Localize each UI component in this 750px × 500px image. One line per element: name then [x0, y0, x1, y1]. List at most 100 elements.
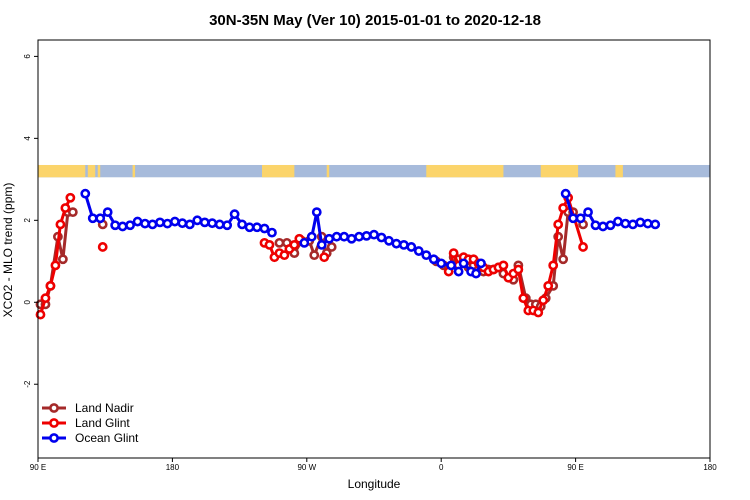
land-ocean-band	[38, 164, 710, 178]
land-nadir-point	[326, 242, 337, 252]
land-nadir-point	[57, 254, 68, 265]
land-glint-point	[97, 242, 108, 252]
land-glint-point	[55, 219, 66, 230]
ocean-glint-point	[311, 207, 322, 218]
ocean-glint-point	[361, 230, 372, 241]
ocean-glint-point	[471, 268, 481, 279]
land-glint-point	[538, 295, 549, 306]
x-tick-label: 0	[439, 463, 444, 472]
legend-label-ocean-glint: Ocean Glint	[75, 431, 139, 445]
y-tick-label: 2	[23, 218, 32, 223]
ocean-glint-point	[259, 223, 270, 234]
ocean-glint-point	[650, 219, 661, 230]
ocean-glint-point	[169, 216, 180, 227]
ocean-glint-point	[476, 258, 486, 269]
land-glint-point	[35, 309, 46, 320]
land-glint-point	[548, 260, 559, 271]
y-tick-label: -2	[23, 380, 32, 388]
ocean-glint-point	[598, 221, 608, 232]
ocean-glint-point	[140, 218, 150, 229]
x-tick-label: 180	[703, 463, 717, 472]
plot-frame	[37, 39, 711, 459]
ocean-glint-point	[87, 213, 98, 224]
ocean-glint-point	[199, 217, 210, 228]
land-band-segment	[38, 164, 86, 178]
y-axis-label: XCO2 - MLO trend (ppm)	[1, 183, 15, 318]
land-band-segment	[540, 164, 579, 178]
land-band-segment	[262, 164, 295, 178]
legend-label-land-glint: Land Glint	[75, 416, 130, 430]
ocean-glint-point	[354, 231, 364, 242]
ocean-glint-point	[229, 209, 240, 220]
ocean-glint-point	[406, 242, 417, 252]
land-glint-point	[518, 293, 529, 304]
land-band-segment	[426, 164, 504, 178]
ocean-glint-point	[192, 215, 203, 226]
land-band-segment	[326, 164, 330, 178]
ocean-glint-point	[306, 231, 317, 242]
land-glint-point	[289, 240, 300, 250]
land-glint-point	[264, 240, 275, 250]
land-glint-point	[50, 260, 61, 271]
x-tick-label: 180	[166, 463, 180, 472]
ocean-glint-point	[620, 218, 631, 229]
land-glint-point	[45, 280, 56, 291]
land-nadir-point	[558, 254, 569, 265]
ocean-glint-point	[436, 258, 447, 269]
ocean-glint-point	[613, 216, 623, 227]
ocean-glint-point	[147, 219, 158, 230]
land-glint-point	[543, 280, 554, 291]
ocean-glint-point	[391, 238, 402, 249]
land-glint-point	[498, 260, 509, 271]
ocean-glint-point	[369, 229, 379, 240]
ocean-glint-point	[299, 237, 310, 248]
x-axis-label: Longitude	[348, 477, 401, 491]
ocean-glint-point	[177, 218, 188, 229]
ocean-glint-point	[207, 218, 218, 229]
ocean-glint-point	[583, 207, 593, 218]
ocean-glint-point	[453, 266, 464, 277]
legend-marker-ocean-glint	[49, 433, 59, 443]
ocean-glint-point	[428, 254, 439, 265]
land-band-segment	[97, 164, 101, 178]
ocean-glint-point	[110, 220, 121, 231]
land-glint-point	[533, 307, 544, 318]
land-nadir-point	[274, 237, 285, 248]
ocean-glint-point	[398, 240, 409, 250]
ocean-glint-point	[458, 258, 469, 269]
land-nadir-point	[67, 207, 78, 218]
ocean-glint-point	[162, 218, 173, 229]
legend-marker-land-nadir	[49, 403, 59, 413]
ocean-glint-point	[222, 220, 233, 231]
ocean-glint-point	[155, 217, 165, 228]
ocean-band	[38, 164, 710, 178]
y-tick-label: 6	[23, 54, 32, 59]
ocean-glint-point	[95, 213, 106, 224]
ocean-glint-point	[132, 216, 143, 227]
land-glint-point	[513, 264, 524, 275]
ocean-glint-point	[605, 220, 616, 231]
ocean-glint-point	[125, 220, 135, 231]
x-tick-label: 90 E	[567, 463, 583, 472]
x-tick-label: 90 W	[297, 463, 316, 472]
legend-label-land-nadir: Land Nadir	[75, 401, 134, 415]
ocean-glint-point	[635, 217, 646, 228]
ocean-glint-point	[214, 219, 225, 230]
land-glint-point	[65, 192, 76, 203]
ocean-glint-point	[568, 213, 579, 224]
land-glint-point	[319, 252, 330, 263]
ocean-glint-point	[244, 222, 255, 233]
ocean-glint-point	[446, 260, 457, 271]
land-glint-point	[578, 242, 588, 252]
ocean-glint-point	[184, 219, 195, 230]
ocean-glint-point	[80, 188, 91, 199]
land-glint-point	[60, 203, 71, 213]
series-layer	[35, 188, 661, 320]
ocean-glint-point	[237, 219, 247, 230]
ocean-glint-point	[642, 218, 653, 229]
ocean-glint-point	[117, 221, 128, 232]
y-tick-label: 0	[23, 300, 32, 305]
x-tick-label: 90 E	[30, 463, 46, 472]
ocean-glint-point	[346, 233, 357, 244]
